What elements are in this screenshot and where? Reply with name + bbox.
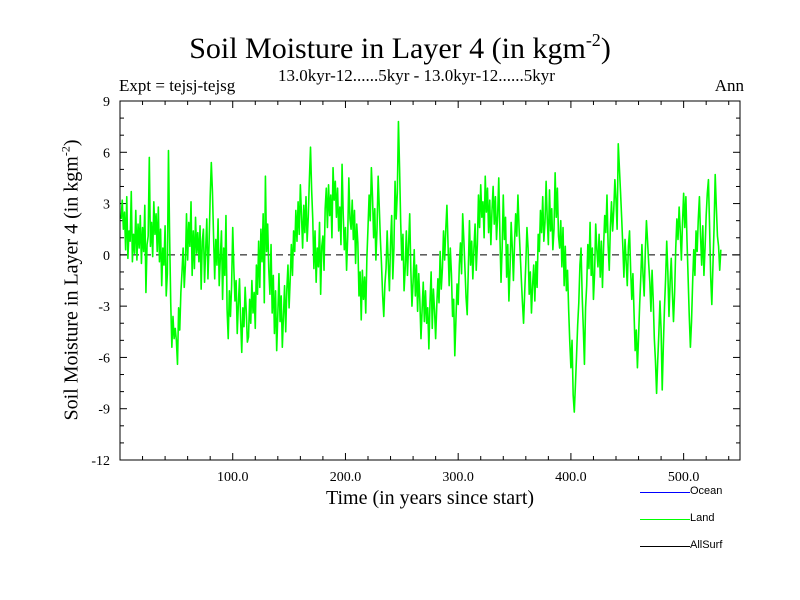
season-label: Ann	[714, 76, 744, 95]
legend: Ocean Land AllSurf	[640, 484, 760, 574]
series-line-land	[120, 120, 722, 413]
legend-label-allsurf: AllSurf	[690, 539, 723, 551]
chart-title: Soil Moisture in Layer 4 (in kgm-2)	[189, 30, 611, 65]
legend-item-ocean: Ocean	[640, 484, 760, 500]
legend-item-allsurf: AllSurf	[640, 538, 760, 554]
legend-label-land: Land	[690, 512, 715, 524]
x-tick-label: 400.0	[555, 470, 587, 485]
y-tick-label: -6	[98, 351, 110, 366]
legend-swatch-ocean	[640, 492, 690, 493]
legend-label-ocean: Ocean	[690, 485, 723, 497]
legend-swatch-allsurf	[640, 546, 690, 547]
x-tick-label: 200.0	[330, 470, 362, 485]
x-tick-label: 100.0	[217, 470, 249, 485]
legend-swatch-land	[640, 519, 690, 520]
y-tick-label: -3	[98, 300, 110, 315]
y-tick-label: 0	[103, 249, 110, 264]
y-axis-label: Soil Moisture in Layer 4 (in kgm-2)	[58, 139, 83, 421]
legend-item-land: Land	[640, 511, 760, 527]
x-tick-label: 500.0	[668, 470, 700, 485]
x-axis-label: Time (in years since start)	[325, 487, 535, 509]
y-tick-label: 9	[103, 95, 110, 110]
y-tick-label: -12	[91, 454, 110, 469]
experiment-label: Expt = tejsj-tejsg	[119, 76, 236, 95]
chart-subtitle: 13.0kyr-12......5kyr - 13.0kyr-12......5…	[278, 66, 555, 85]
y-tick-label: 6	[103, 146, 110, 161]
plot-frame	[119, 100, 741, 461]
y-tick-label: -9	[98, 403, 110, 418]
y-tick-label: 3	[103, 198, 110, 213]
x-tick-label: 300.0	[442, 470, 474, 485]
